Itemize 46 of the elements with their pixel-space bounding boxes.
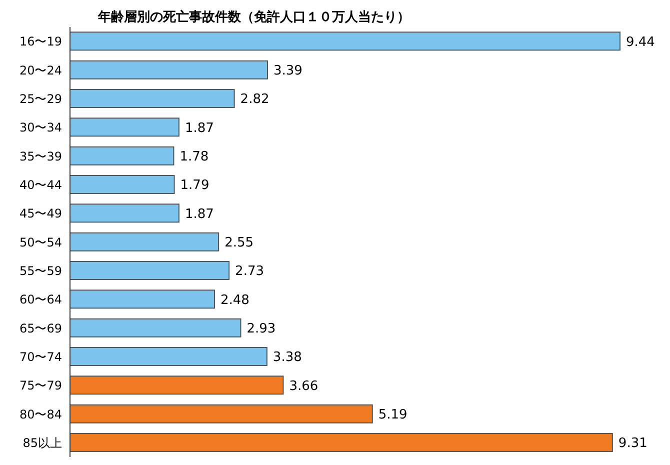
data-label: 3.66 bbox=[289, 378, 318, 394]
bar bbox=[70, 174, 175, 194]
data-label: 2.55 bbox=[224, 235, 254, 250]
y-tick-label: 65〜69 bbox=[19, 321, 62, 336]
y-tick-label: 30〜34 bbox=[19, 120, 62, 135]
y-tick-label: 80〜84 bbox=[19, 407, 62, 422]
y-tick-label: 55〜59 bbox=[19, 264, 62, 278]
y-tick-label: 70〜74 bbox=[19, 350, 62, 364]
y-tick-label: 45〜49 bbox=[19, 206, 62, 221]
bar bbox=[70, 204, 180, 223]
bar bbox=[70, 88, 235, 108]
data-label: 1.87 bbox=[184, 120, 214, 136]
bar bbox=[70, 146, 174, 166]
bar bbox=[70, 232, 220, 252]
y-tick-label: 60〜64 bbox=[19, 292, 62, 307]
bar bbox=[70, 318, 242, 338]
data-label: 2.48 bbox=[220, 292, 250, 308]
y-tick-label: 40〜44 bbox=[19, 178, 62, 192]
bar bbox=[70, 376, 284, 395]
data-label: 1.79 bbox=[180, 178, 210, 194]
bar bbox=[70, 60, 268, 80]
data-label: 9.31 bbox=[618, 436, 648, 452]
data-label: 2.93 bbox=[246, 321, 276, 336]
y-tick-label: 20〜24 bbox=[19, 63, 62, 78]
y-tick-label: 25〜29 bbox=[19, 92, 62, 106]
data-label: 2.73 bbox=[235, 264, 264, 280]
y-tick-label: 35〜39 bbox=[19, 149, 62, 164]
y-tick-label: 85以上 bbox=[22, 436, 62, 450]
bar bbox=[70, 404, 373, 424]
y-tick-label: 16〜19 bbox=[19, 34, 62, 49]
bar bbox=[70, 290, 215, 309]
bar bbox=[70, 346, 268, 366]
bar bbox=[70, 32, 620, 51]
y-tick-label: 75〜79 bbox=[19, 378, 62, 393]
data-label: 5.19 bbox=[378, 407, 408, 422]
chart-title: 年齢層別の死亡事故件数（免許人口１０万人当たり） bbox=[96, 8, 411, 27]
bar bbox=[70, 118, 180, 137]
data-label: 1.78 bbox=[180, 149, 209, 164]
bar bbox=[70, 260, 230, 280]
data-label: 9.44 bbox=[626, 34, 655, 50]
data-label: 2.82 bbox=[240, 92, 270, 108]
y-tick-label: 50〜54 bbox=[19, 235, 62, 250]
data-label: 3.38 bbox=[272, 350, 302, 366]
bar bbox=[70, 432, 613, 452]
data-label: 3.39 bbox=[274, 63, 302, 78]
data-label: 1.87 bbox=[184, 206, 214, 222]
